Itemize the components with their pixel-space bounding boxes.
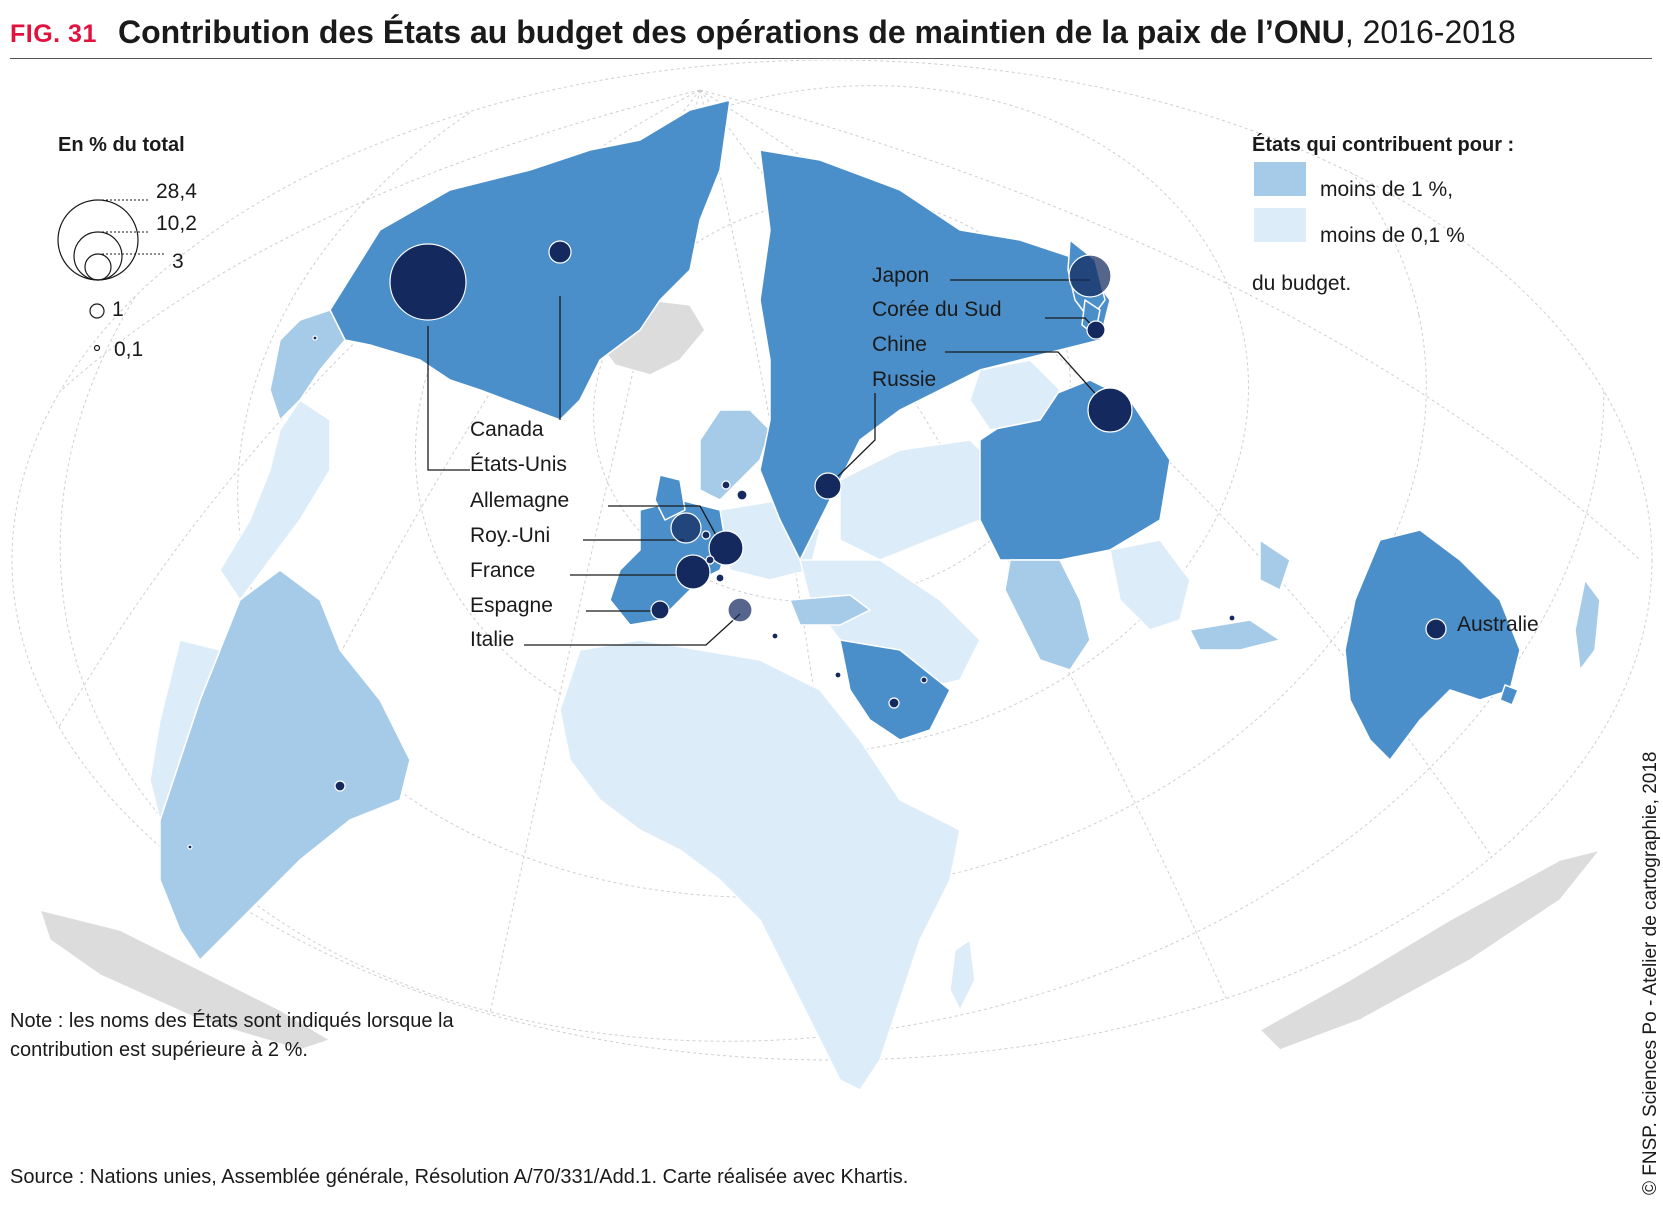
size-legend-shapes	[57, 199, 165, 352]
circle-small-4	[1228, 614, 1236, 622]
size-legend-value: 3	[172, 250, 184, 273]
source-line: Source : Nations unies, Assemblée généra…	[10, 1166, 909, 1188]
india-shape	[1004, 559, 1091, 671]
figure-number: FIG. 31	[10, 20, 97, 48]
saudi-arabia-shape	[839, 639, 951, 741]
central-asia-shape	[839, 439, 1001, 561]
circle-russia	[814, 472, 842, 500]
south-america-shape	[159, 569, 411, 961]
circle-norway	[736, 489, 748, 501]
land-masses	[39, 99, 1601, 1091]
turkey-shape	[789, 594, 871, 626]
label-russia: Russie	[872, 368, 937, 391]
circle-small-6	[312, 335, 318, 341]
south-america-west-shape	[149, 639, 221, 821]
label-italy: Italie	[470, 628, 515, 651]
color-legend-less-1: moins de 1 %,	[1320, 178, 1454, 201]
label-canada: Canada	[470, 418, 544, 441]
size-legend-title: En % du total	[58, 134, 185, 156]
color-legend-suffix: du budget.	[1252, 272, 1352, 295]
size-legend-value: 0,1	[114, 338, 144, 361]
philippines-shape	[1259, 539, 1291, 591]
label-korea: Corée du Sud	[872, 298, 1002, 321]
label-japan: Japon	[872, 264, 930, 287]
circle-belgium	[705, 555, 715, 565]
map-note: Note : les noms des États sont indiqués …	[10, 1010, 454, 1061]
contribution-circles	[187, 240, 1447, 850]
russia-shape	[759, 149, 1111, 561]
scandinavia-shape	[699, 409, 771, 501]
circle-brazil	[334, 780, 346, 792]
label-usa: États-Unis	[470, 453, 567, 476]
swatch-less-1	[1254, 162, 1306, 196]
circle-france	[675, 554, 711, 590]
title-divider	[10, 58, 1652, 59]
legend-circle-3	[84, 253, 112, 281]
circle-germany	[708, 530, 744, 566]
circle-korea	[1086, 320, 1106, 340]
circle-saudi	[888, 697, 900, 709]
uk-shape	[654, 474, 686, 521]
legend-circle-28	[57, 199, 139, 281]
circle-spain	[650, 600, 670, 620]
color-legend-less-01: moins de 0,1 %	[1320, 224, 1465, 247]
size-legend-value: 10,2	[156, 212, 197, 235]
circle-small-3	[771, 632, 779, 640]
leader-lines	[427, 279, 1111, 646]
title-years: , 2016-2018	[1344, 14, 1516, 50]
circle-japan	[1068, 254, 1112, 298]
title-bar: FIG. 31 Contribution des États au budget…	[10, 14, 1650, 54]
indonesia-shape	[1189, 619, 1281, 651]
new-zealand-shape	[1574, 579, 1601, 671]
label-france: France	[470, 559, 536, 582]
label-china: Chine	[872, 333, 927, 356]
circle-canada	[548, 240, 572, 264]
color-legend-title: États qui contribuent pour :	[1252, 134, 1515, 156]
se-asia-shape	[1109, 539, 1191, 631]
central-america-shape	[219, 399, 331, 601]
circle-sweden	[721, 480, 731, 490]
circle-small-5	[187, 844, 193, 850]
antarctica-shape-east	[1259, 849, 1601, 1051]
legend-circle-10	[73, 231, 123, 281]
madagascar-shape	[949, 939, 976, 1011]
circle-australia	[1425, 618, 1447, 640]
world-map	[11, 60, 1653, 1091]
circle-switzerland	[715, 573, 725, 583]
mongolia-shape	[969, 359, 1061, 431]
alaska-shape	[269, 309, 346, 421]
circle-china	[1087, 387, 1133, 433]
circle-usa	[389, 243, 467, 321]
copyright-credit: © FNSP. Sciences Po - Atelier de cartogr…	[1640, 751, 1661, 1195]
size-legend-value: 28,4	[156, 180, 197, 203]
title-main: Contribution des États au budget des opé…	[118, 14, 1345, 50]
legend-circle-01	[93, 344, 101, 352]
circle-small-1	[834, 671, 842, 679]
page-title: Contribution des États au budget des opé…	[118, 14, 1516, 51]
antarctica-shape	[39, 909, 331, 1051]
size-legend-value: 1	[112, 298, 124, 321]
tasmania-shape	[1499, 684, 1519, 706]
circle-uk	[670, 512, 702, 544]
label-australia: Australie	[1457, 613, 1539, 636]
label-germany: Allemagne	[470, 489, 570, 512]
label-spain: Espagne	[470, 594, 553, 617]
label-uk: Roy.-Uni	[470, 524, 551, 547]
africa-shape	[559, 639, 961, 1091]
circle-italy	[727, 597, 753, 623]
australia-shape	[1344, 529, 1521, 761]
circle-small-2	[920, 676, 928, 684]
north-america-shape	[329, 99, 731, 421]
circle-netherlands	[701, 530, 711, 540]
swatch-less-01	[1254, 208, 1306, 242]
legend-circle-1	[89, 303, 105, 319]
